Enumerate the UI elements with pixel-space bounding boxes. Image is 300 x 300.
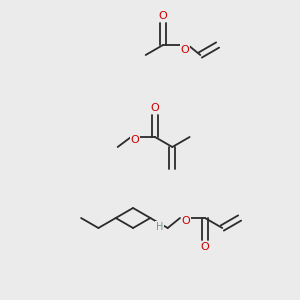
Text: O: O: [159, 11, 167, 21]
Text: O: O: [201, 242, 209, 252]
Text: O: O: [182, 216, 190, 226]
Text: O: O: [151, 103, 159, 113]
Text: O: O: [181, 45, 189, 55]
Text: H: H: [156, 222, 163, 232]
Text: O: O: [130, 135, 140, 145]
